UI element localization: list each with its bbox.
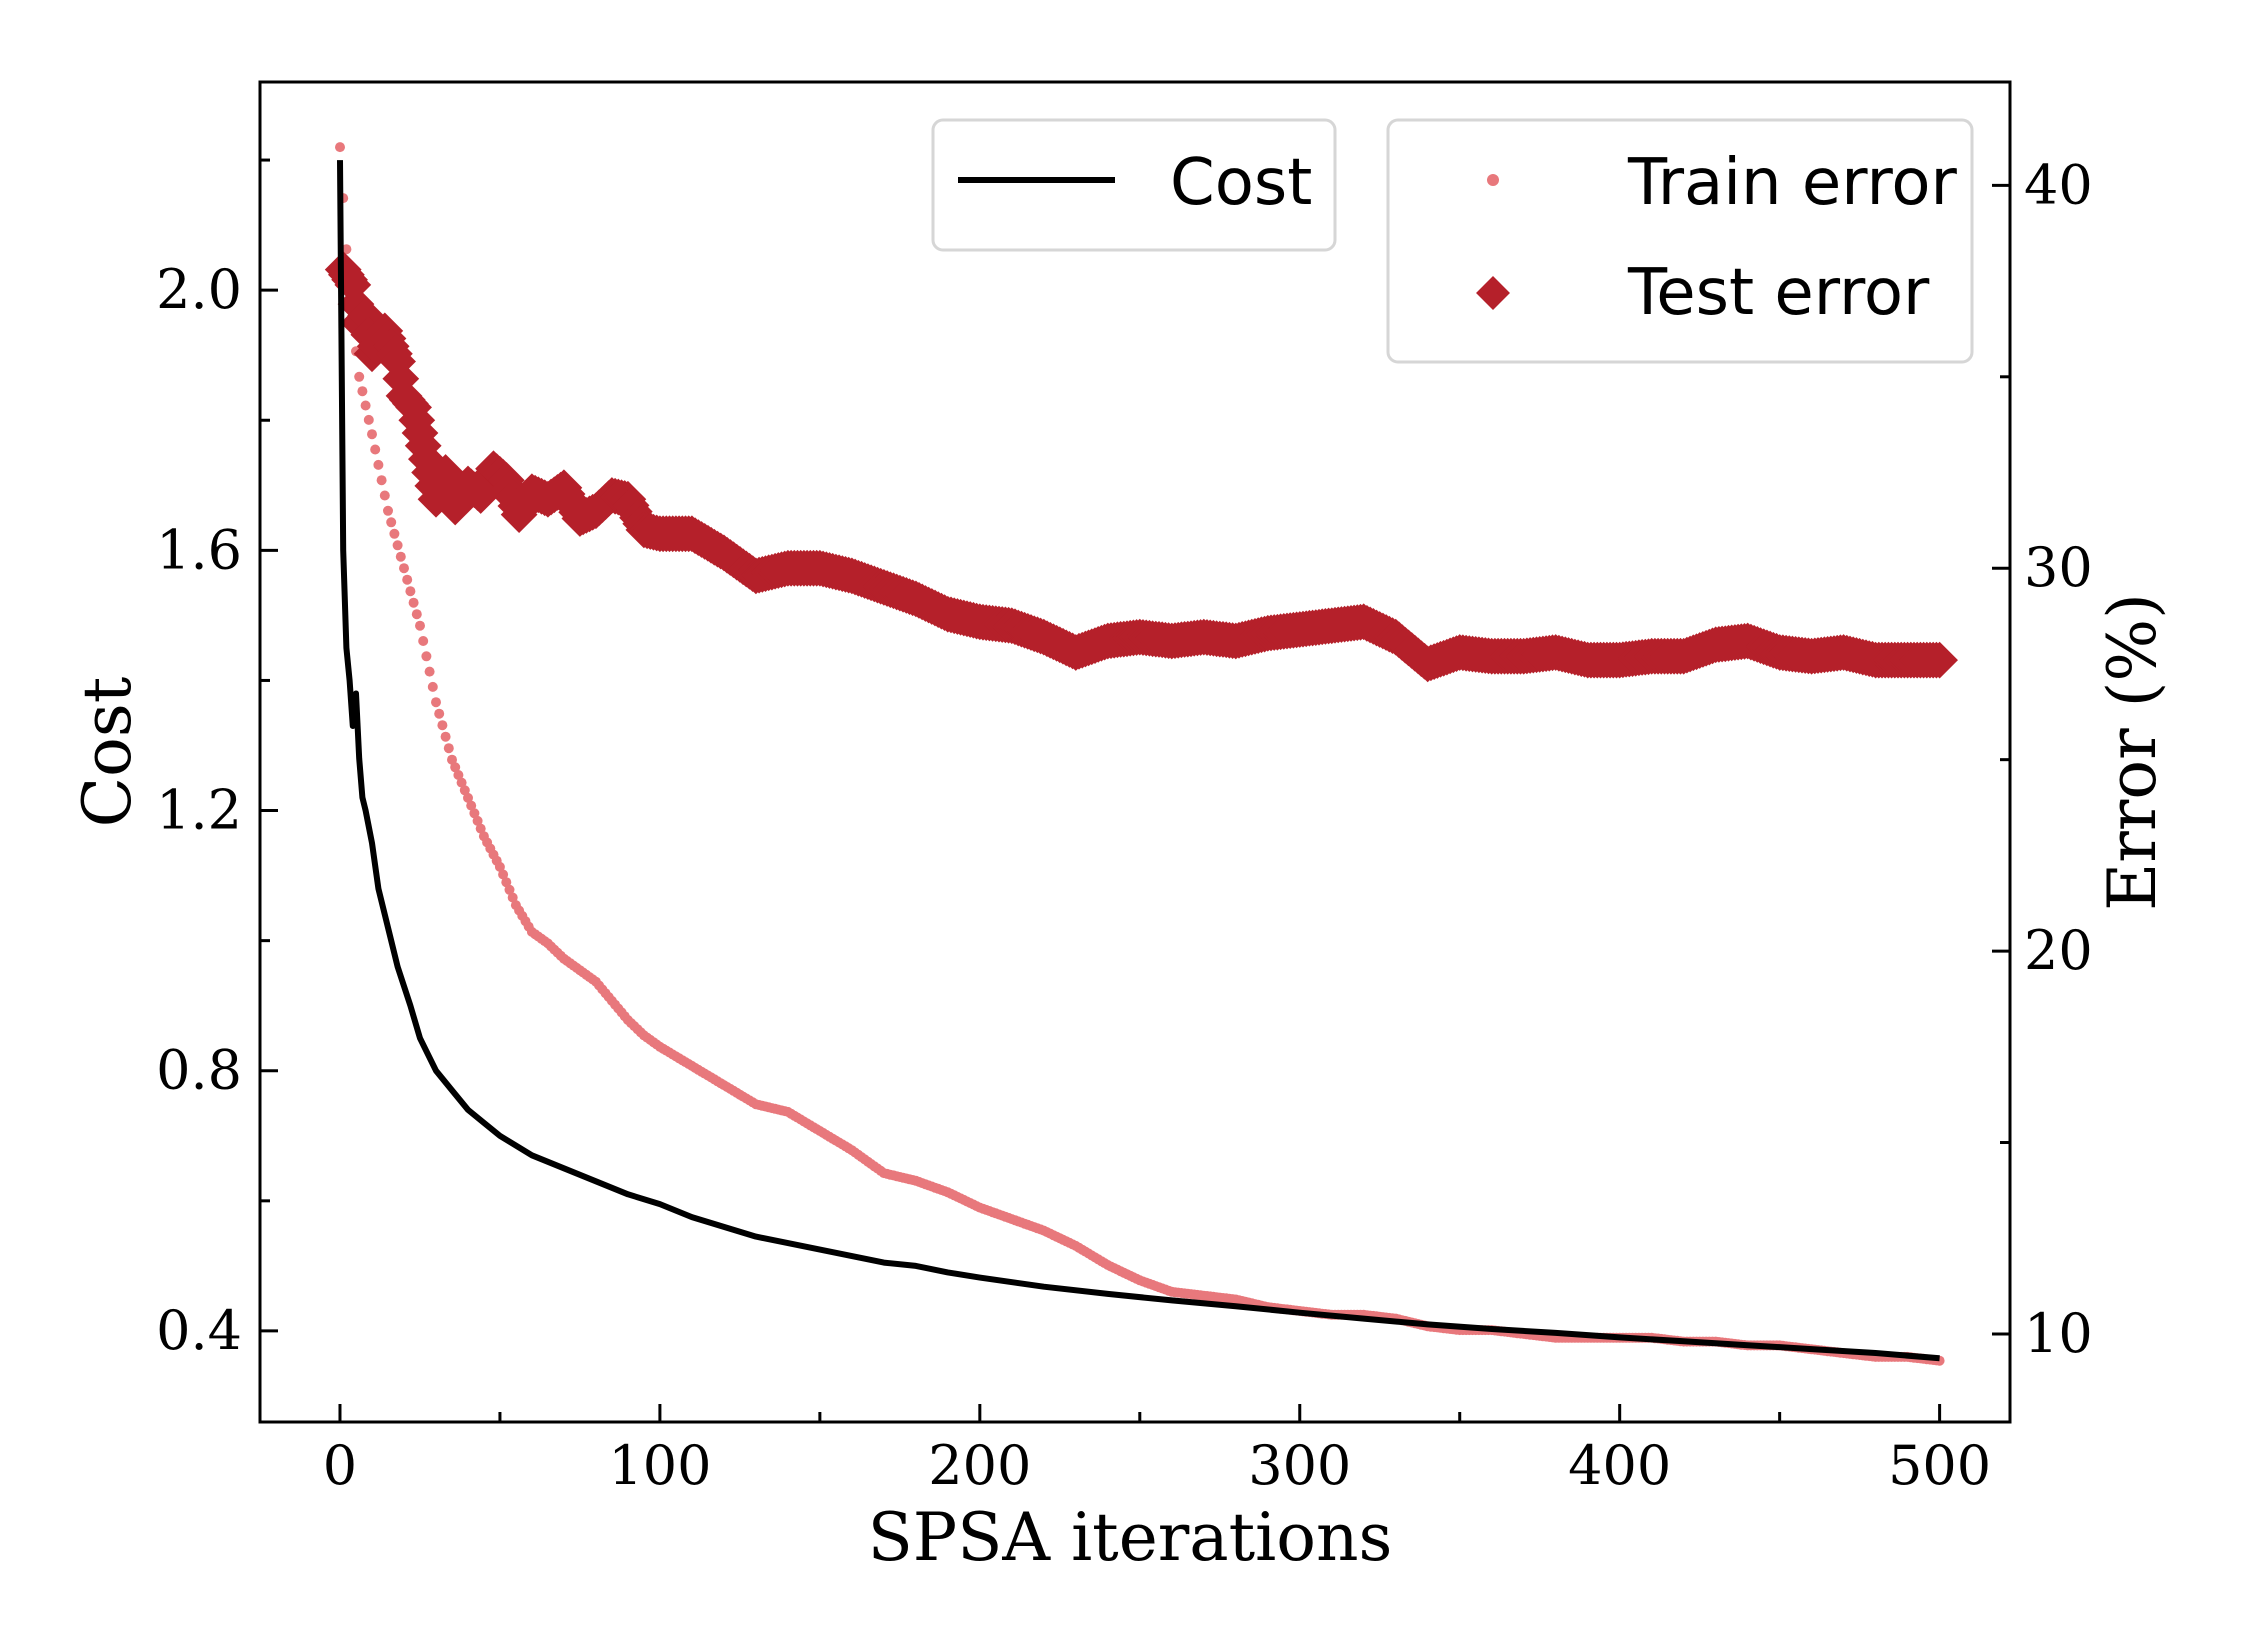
- train-error-point: [472, 815, 483, 826]
- y-right-tick-label: 40: [2024, 153, 2093, 216]
- train-error-point: [469, 808, 480, 819]
- train-error-point: [507, 892, 518, 903]
- train-error-point: [367, 429, 377, 440]
- train-error-point: [427, 681, 438, 692]
- y-left-tick-label: 1.6: [156, 518, 242, 581]
- x-tick-label: 200: [928, 1434, 1031, 1497]
- test-error-point: [1921, 641, 1958, 679]
- legend-cost-frame: [931, 118, 1337, 252]
- legend-train-swatch: [1487, 174, 1499, 186]
- train-error-point: [443, 743, 454, 754]
- train-error-point: [453, 770, 464, 780]
- train-error-point: [447, 754, 457, 765]
- train-error-point: [411, 609, 422, 620]
- train-error-point: [456, 777, 467, 788]
- train-error-point: [373, 459, 384, 470]
- train-error-point: [434, 708, 445, 719]
- y-axis-left-title: Cost: [69, 677, 146, 828]
- train-error-point: [440, 731, 451, 742]
- x-tick-label: 0: [323, 1434, 357, 1497]
- cost-series-line: [337, 160, 1940, 1362]
- x-axis-title: SPSA iterations: [868, 1499, 1393, 1576]
- train-error-point: [466, 800, 477, 811]
- train-error-point: [386, 517, 397, 528]
- train-error-point: [379, 490, 390, 501]
- plot-frame: [258, 80, 2012, 1424]
- legend-cost: Cost: [931, 118, 1337, 252]
- train-error-point: [402, 574, 413, 585]
- train-error-point: [357, 386, 368, 397]
- train-error-point: [504, 884, 515, 895]
- train-error-point: [354, 371, 365, 382]
- y-right-tick-label: 20: [2024, 919, 2093, 982]
- train-error-point: [363, 414, 374, 425]
- axis-ticks: 0 100 200 300 400 500 0.4 0.8 1.2 1.6 2.0 10 20 30 40: [156, 153, 2093, 1497]
- train-error-point: [370, 444, 381, 455]
- train-error-point: [376, 475, 387, 486]
- legend-train-label: Train error: [1627, 146, 1958, 220]
- train-error-point: [431, 697, 441, 708]
- train-error-point: [494, 861, 505, 872]
- legend-cost-label: Cost: [1170, 146, 1312, 220]
- x-tick-label: 500: [1888, 1434, 1991, 1497]
- train-error-point: [383, 505, 393, 516]
- x-tick-label: 400: [1568, 1434, 1671, 1497]
- train-error-point: [475, 823, 486, 834]
- train-error-point: [450, 762, 461, 773]
- plot-area: [324, 142, 1958, 1366]
- train-error-point: [459, 785, 470, 796]
- y-left-tick-label: 1.2: [156, 779, 242, 842]
- train-error-point: [463, 792, 473, 803]
- x-tick-label: 100: [608, 1434, 711, 1497]
- y-axis-right-title: Error (%): [2094, 593, 2171, 911]
- train-error-point: [399, 563, 409, 574]
- train-error-point: [421, 651, 432, 662]
- train-error-point: [389, 528, 400, 539]
- y-right-tick-label: 10: [2024, 1302, 2093, 1365]
- train-error-point: [335, 142, 345, 153]
- legend-test-label: Test error: [1627, 256, 1930, 330]
- train-error-point: [341, 244, 352, 255]
- legend-error: Train error Test error: [1386, 118, 1974, 364]
- legend-test-swatch: [1476, 276, 1510, 310]
- legend-error-frame: [1386, 118, 1974, 364]
- train-error-point: [418, 636, 429, 646]
- y-right-tick-label: 30: [2024, 536, 2093, 599]
- train-error-point: [424, 666, 435, 677]
- train-error-point: [395, 551, 406, 562]
- y-left-tick-label: 0.4: [156, 1299, 242, 1362]
- train-error-point: [408, 597, 419, 608]
- train-error-point: [498, 869, 509, 880]
- train-error-point: [405, 586, 416, 597]
- train-error-point: [360, 400, 371, 411]
- train-error-point: [415, 620, 425, 631]
- train-error-point: [437, 720, 448, 731]
- y-left-tick-label: 2.0: [156, 258, 242, 321]
- y-left-tick-label: 0.8: [156, 1039, 242, 1102]
- train-error-point: [501, 877, 512, 888]
- x-tick-label: 300: [1248, 1434, 1351, 1497]
- train-error-point: [392, 540, 403, 551]
